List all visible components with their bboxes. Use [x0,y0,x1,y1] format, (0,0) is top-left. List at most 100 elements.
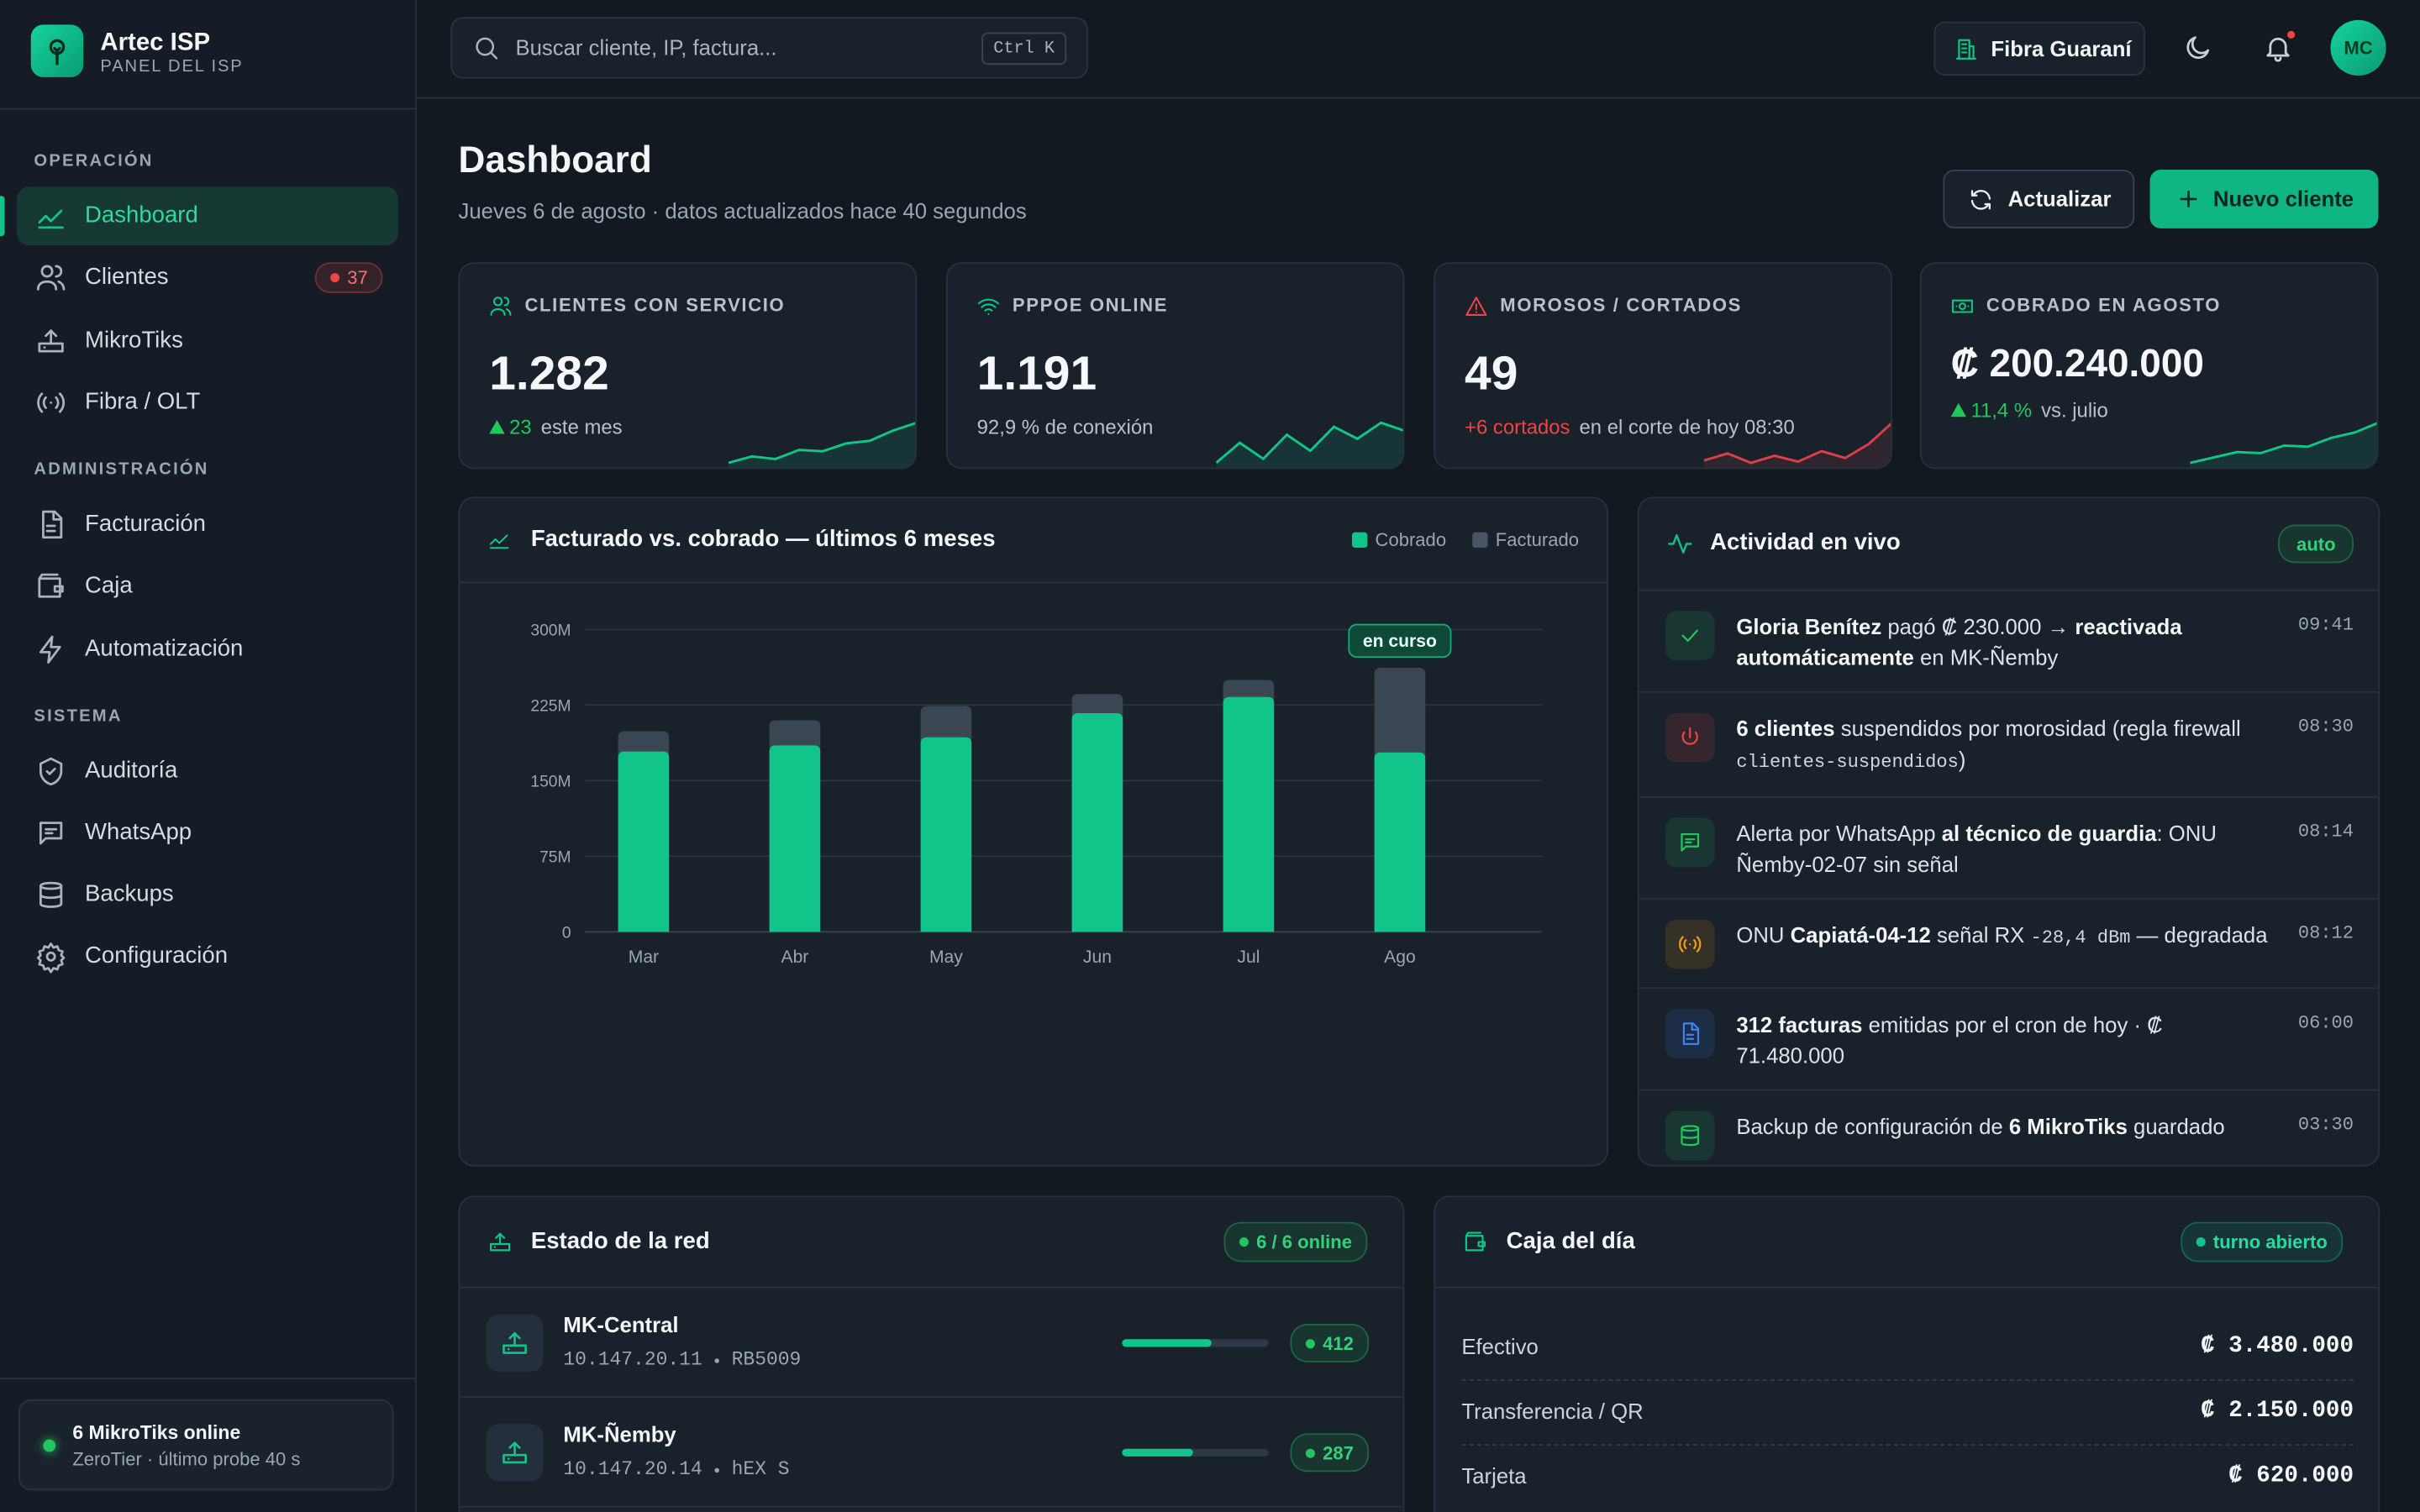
kpi-value: ₡ 200.240.000 [1950,342,2204,386]
x-tick-label: May [929,948,963,967]
kpi-note: en el corte de hoy 08:30 [1579,415,1795,439]
router-clients: 412 [1290,1323,1370,1362]
icon [38,574,64,598]
activity-text: ONU Capiatá-04-12 señal RX -28,4 dBm — d… [1715,920,2298,953]
router-meta: 10.147.20.14 hEX S [563,1459,789,1483]
kpi-card: PPPOE ONLINE 1.191 92,9 % de conexión [945,262,1405,470]
sidebar: Artec ISP PANEL DEL ISP OPERACIÓN Dashboard… [0,0,417,1512]
delta-arrow [1950,403,1967,417]
sparkline [1703,422,1891,468]
activity-item: Backup de configuración de 6 MikroTiks g… [1639,1091,2379,1165]
activity-segment: Alerta por WhatsApp [1736,821,1942,846]
icon [42,510,63,538]
icon [490,297,512,316]
icon [502,1441,527,1464]
new-client-label: Nuevo cliente [2212,186,2354,211]
activity-segment: Capiatá-04-12 [1790,922,1931,948]
router-model: RB5009 [731,1349,802,1371]
tenant-button[interactable]: Fibra Guaraní [1933,21,2146,76]
icon-stroke [984,308,993,312]
activity-time: 06:00 [2297,1011,2354,1034]
sparkline-line [1703,422,1891,465]
activity-segment: 6 MikroTiks [2008,1114,2128,1139]
tenant-name: Fibra Guaraní [1991,36,2132,61]
icon [1679,936,1702,953]
icon-stroke [39,634,61,664]
nav-item[interactable]: Dashboard [17,186,398,246]
notifications[interactable] [2260,29,2296,66]
activity-segment: guardado [2127,1114,2225,1139]
activity-time: 08:12 [2297,922,2354,945]
delta-arrow [489,420,505,435]
activity-icon [1665,817,1715,868]
activity-segment: reactivada automáticamente [1736,614,2182,670]
icon-stroke [2274,56,2282,62]
page-subtitle: Jueves 6 de agosto · datos actualizados … [458,198,1027,223]
delta-value: 23 [509,415,532,439]
activity-text: Gloria Benítez pagó ₡ 230.000 → reactiva… [1715,611,2298,672]
kpi-value: 49 [1465,346,1518,401]
divider [1435,1286,2379,1289]
icon-stroke [38,574,59,580]
nav-label: Clientes [85,264,169,291]
avatar[interactable]: MC [2330,19,2386,76]
icon-stroke [49,39,66,55]
router-row: MK-Central 10.147.20.11 RB5009 412 [460,1289,1403,1399]
nav-item[interactable]: Caja [17,557,398,616]
icon-stroke [1972,190,1991,200]
refresh-button[interactable]: Actualizar [1943,170,2135,228]
icon-stroke [38,341,64,352]
icon [2266,37,2290,62]
icon-stroke [1970,199,1990,210]
nav-item[interactable]: Clientes 37 [17,249,398,307]
nav-item[interactable]: MikroTiks [17,311,398,370]
search-box[interactable]: Buscar cliente, IP, factura... Ctrl K [450,17,1088,79]
activity-text: Alerta por WhatsApp al técnico de guardi… [1715,817,2298,879]
icon-stroke [489,534,508,545]
nav-item[interactable]: Configuración [17,928,398,987]
active-indicator [0,196,5,237]
bar [920,737,972,932]
activity-segment: suspendidos por morosidad (regla firewal… [1834,716,2241,741]
icon-stroke [52,510,63,521]
divider [0,1378,417,1380]
x-tick-label: Abr [781,948,808,967]
kpi-label: MOROSOS / CORTADOS [1500,294,1743,317]
icon-stroke [1691,1022,1700,1031]
bar [1071,712,1123,932]
y-tick-label: 0 [562,925,571,942]
x-tick-label: Ago [1384,948,1416,967]
nav-item[interactable]: Facturación [17,495,398,554]
icon-stroke [1681,1134,1700,1139]
icon [489,534,509,549]
nav-item[interactable]: Automatización [17,619,398,678]
nav-label: Dashboard [85,202,198,228]
activity-time: 08:30 [2297,716,2354,738]
icon-stroke [39,756,63,785]
icon-stroke [1477,1241,1486,1247]
badge-dot [2196,1237,2206,1247]
icon-stroke [1682,1022,1700,1045]
icon [2186,36,2210,59]
nav-item[interactable]: WhatsApp [17,804,398,863]
activity-segment: ONU [1736,922,1791,948]
nav-label: Fibra / OLT [85,388,201,415]
kpi-sub: 11,4 % vs. julio [1950,398,2108,423]
icon-stroke [1681,731,1698,745]
icon-stroke [1970,190,1978,197]
status-dot [43,1439,56,1452]
nav-item[interactable]: Fibra / OLT [17,373,398,432]
status-detail: ZeroTier · último probe 40 s [72,1448,301,1471]
new-client-button[interactable]: Nuevo cliente [2149,170,2379,228]
kpi-label: COBRADO EN AGOSTO [1986,294,2222,317]
sparkline-area [1703,423,1891,468]
activity-card: Actividad en vivo auto Gloria Benítez pagó… [1637,496,2381,1167]
status-title: 6 MikroTiks online [72,1421,241,1444]
nav-item[interactable]: Backups [17,866,398,925]
icon-stroke [38,209,63,224]
nav-item[interactable]: Auditoría [17,742,398,801]
shortcut-key: Ctrl K [981,32,1067,66]
theme-toggle[interactable] [2179,29,2216,66]
icon-stroke [37,392,44,413]
bar-chart: 0 75M 150M 225M 300M Mar Abr May Jun Jul Ago en cur… [530,622,1542,967]
